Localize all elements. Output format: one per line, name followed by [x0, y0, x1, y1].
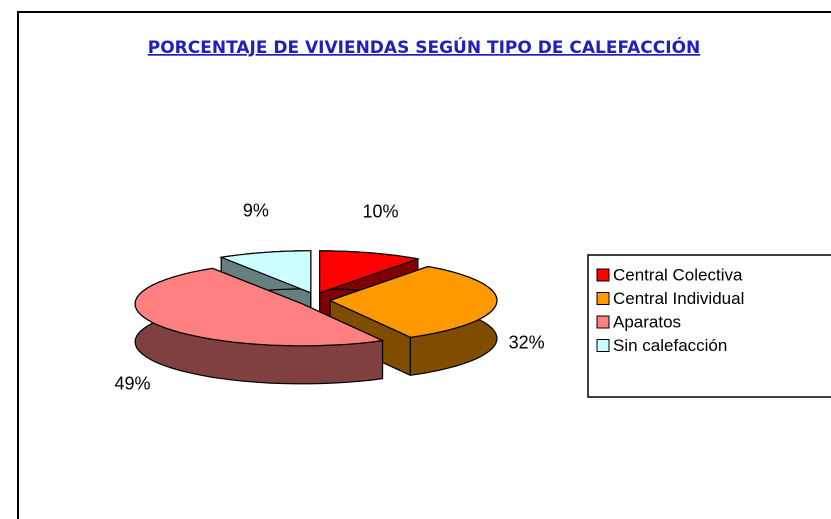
legend-label: Aparatos: [613, 312, 681, 331]
data-label: 10%: [362, 201, 398, 221]
pie-slice: [319, 250, 421, 294]
pie-slice: [134, 267, 385, 347]
legend-swatch: [596, 339, 610, 352]
pie-slice: [219, 250, 312, 294]
legend-swatch: [596, 292, 610, 305]
chart-title: PORCENTAJE DE VIVIENDAS SEGÚN TIPO DE CA…: [148, 36, 701, 58]
legend-box: [587, 254, 831, 398]
legend-label: Sin calefacción: [613, 336, 727, 355]
data-label: 32%: [509, 333, 545, 353]
legend-label: Central Individual: [613, 289, 744, 308]
data-label: 49%: [115, 374, 151, 394]
legend-label: Central Colectiva: [613, 265, 743, 284]
data-label: 9%: [243, 200, 269, 220]
pie-slice: [328, 265, 498, 338]
legend-swatch: [596, 315, 610, 329]
legend-swatch: [596, 268, 610, 282]
